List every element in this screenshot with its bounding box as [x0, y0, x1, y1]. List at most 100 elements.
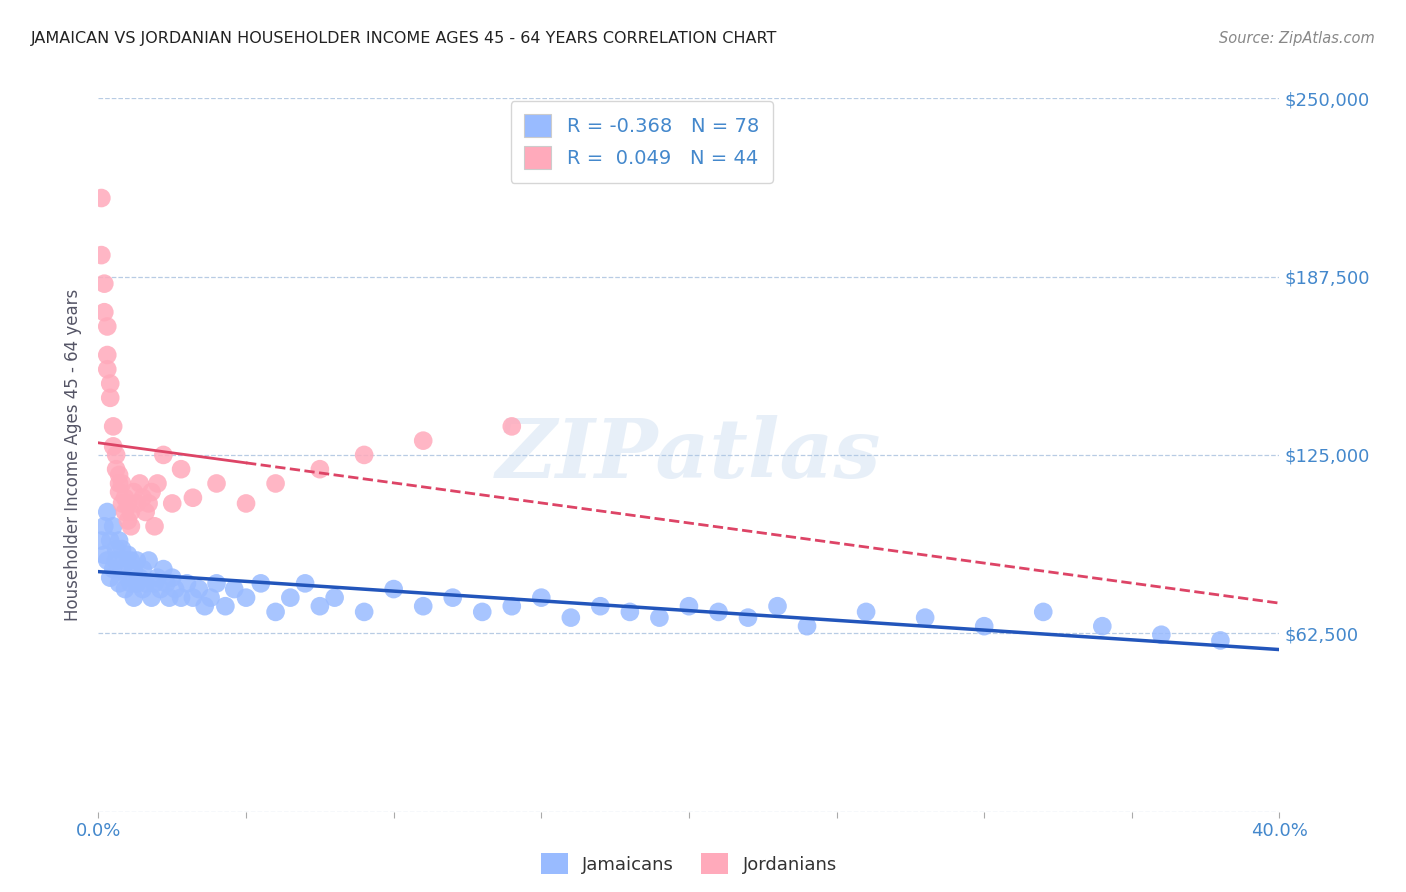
Point — [501, 599, 523, 614]
Point — [138, 496, 160, 510]
Point — [205, 476, 228, 491]
Point — [1150, 628, 1173, 642]
Point — [1032, 605, 1054, 619]
Point — [501, 419, 523, 434]
Point — [214, 599, 236, 614]
Point — [149, 582, 172, 596]
Point — [235, 496, 257, 510]
Point — [122, 485, 145, 500]
Point — [120, 519, 142, 533]
Point — [224, 582, 246, 596]
Point — [122, 591, 145, 605]
Point — [309, 599, 332, 614]
Point — [90, 533, 112, 548]
Text: ZIPatlas: ZIPatlas — [496, 415, 882, 495]
Point — [105, 542, 128, 557]
Point — [796, 619, 818, 633]
Point — [90, 191, 112, 205]
Point — [152, 562, 174, 576]
Point — [737, 610, 759, 624]
Point — [707, 605, 730, 619]
Point — [648, 610, 671, 624]
Point — [155, 576, 177, 591]
Point — [117, 496, 139, 510]
Point — [108, 476, 131, 491]
Point — [128, 476, 150, 491]
Point — [93, 548, 115, 562]
Point — [125, 576, 148, 591]
Point — [143, 576, 166, 591]
Point — [132, 582, 155, 596]
Point — [235, 591, 257, 605]
Point — [98, 571, 121, 585]
Point — [170, 591, 193, 605]
Point — [96, 348, 118, 362]
Point — [146, 476, 169, 491]
Point — [96, 362, 118, 376]
Point — [162, 496, 183, 510]
Point — [108, 576, 131, 591]
Point — [294, 576, 316, 591]
Point — [125, 553, 148, 567]
Point — [200, 591, 222, 605]
Point — [117, 514, 139, 528]
Point — [96, 505, 118, 519]
Point — [412, 434, 434, 448]
Point — [98, 391, 121, 405]
Point — [96, 553, 118, 567]
Point — [114, 553, 136, 567]
Point — [125, 496, 148, 510]
Point — [165, 582, 187, 596]
Point — [766, 599, 789, 614]
Point — [120, 576, 142, 591]
Point — [152, 448, 174, 462]
Point — [323, 591, 346, 605]
Point — [135, 576, 157, 591]
Point — [412, 599, 434, 614]
Point — [93, 277, 115, 291]
Point — [176, 576, 198, 591]
Point — [141, 485, 163, 500]
Point — [132, 491, 155, 505]
Point — [138, 553, 160, 567]
Point — [117, 548, 139, 562]
Point — [973, 619, 995, 633]
Point — [441, 591, 464, 605]
Point — [264, 476, 287, 491]
Point — [146, 571, 169, 585]
Point — [111, 562, 134, 576]
Point — [1209, 633, 1232, 648]
Point — [120, 553, 142, 567]
Point — [105, 462, 128, 476]
Text: Source: ZipAtlas.com: Source: ZipAtlas.com — [1219, 31, 1375, 46]
Point — [560, 610, 582, 624]
Point — [278, 591, 302, 605]
Point — [111, 542, 134, 557]
Point — [205, 576, 228, 591]
Point — [914, 610, 936, 624]
Point — [530, 591, 553, 605]
Point — [353, 605, 375, 619]
Point — [1091, 619, 1114, 633]
Point — [181, 491, 204, 505]
Point — [309, 462, 332, 476]
Point — [589, 599, 612, 614]
Point — [187, 582, 209, 596]
Point — [114, 505, 136, 519]
Point — [141, 591, 163, 605]
Point — [353, 448, 375, 462]
Point — [98, 533, 121, 548]
Point — [122, 562, 145, 576]
Point — [194, 599, 217, 614]
Point — [108, 533, 131, 548]
Point — [132, 562, 155, 576]
Point — [117, 571, 139, 585]
Point — [170, 462, 193, 476]
Point — [103, 439, 125, 453]
Point — [143, 519, 166, 533]
Point — [114, 491, 136, 505]
Point — [108, 467, 131, 482]
Point — [114, 582, 136, 596]
Text: JAMAICAN VS JORDANIAN HOUSEHOLDER INCOME AGES 45 - 64 YEARS CORRELATION CHART: JAMAICAN VS JORDANIAN HOUSEHOLDER INCOME… — [31, 31, 778, 46]
Point — [105, 553, 128, 567]
